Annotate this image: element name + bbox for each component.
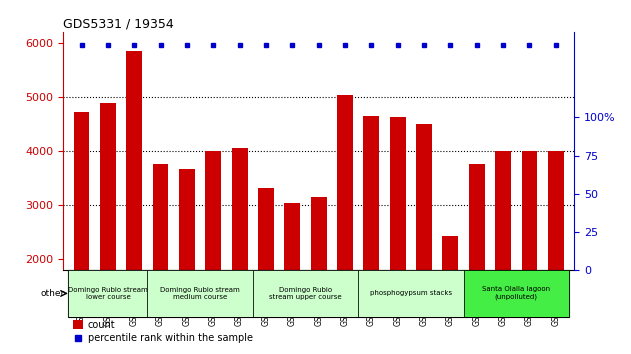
Bar <box>253 270 358 317</box>
Bar <box>548 151 563 354</box>
Bar <box>337 95 353 354</box>
Bar <box>100 103 116 354</box>
Bar <box>126 51 142 354</box>
Bar <box>495 151 511 354</box>
Text: other: other <box>41 289 65 298</box>
Text: phosphogypsum stacks: phosphogypsum stacks <box>370 290 452 296</box>
Text: percentile rank within the sample: percentile rank within the sample <box>88 333 252 343</box>
Bar <box>73 320 83 329</box>
Bar <box>416 124 432 354</box>
Bar <box>153 164 168 354</box>
Text: Domingo Rubio stream
lower course: Domingo Rubio stream lower course <box>68 287 148 300</box>
Bar <box>258 188 274 354</box>
Bar <box>68 270 148 317</box>
Bar <box>74 112 90 354</box>
Bar <box>179 169 195 354</box>
Bar <box>148 270 253 317</box>
Bar <box>205 151 221 354</box>
Bar <box>358 270 464 317</box>
Bar <box>521 151 538 354</box>
Text: Domingo Rubio
stream upper course: Domingo Rubio stream upper course <box>269 287 342 300</box>
Text: Domingo Rubio stream
medium course: Domingo Rubio stream medium course <box>160 287 240 300</box>
Bar <box>363 116 379 354</box>
Bar <box>285 202 300 354</box>
Text: count: count <box>88 320 115 330</box>
Bar <box>469 164 485 354</box>
Bar <box>232 148 247 354</box>
Bar <box>464 270 569 317</box>
Bar <box>310 197 327 354</box>
Bar <box>390 117 406 354</box>
Text: Santa Olalla lagoon
(unpolluted): Santa Olalla lagoon (unpolluted) <box>482 286 550 301</box>
Text: GDS5331 / 19354: GDS5331 / 19354 <box>63 18 174 31</box>
Bar <box>442 236 458 354</box>
